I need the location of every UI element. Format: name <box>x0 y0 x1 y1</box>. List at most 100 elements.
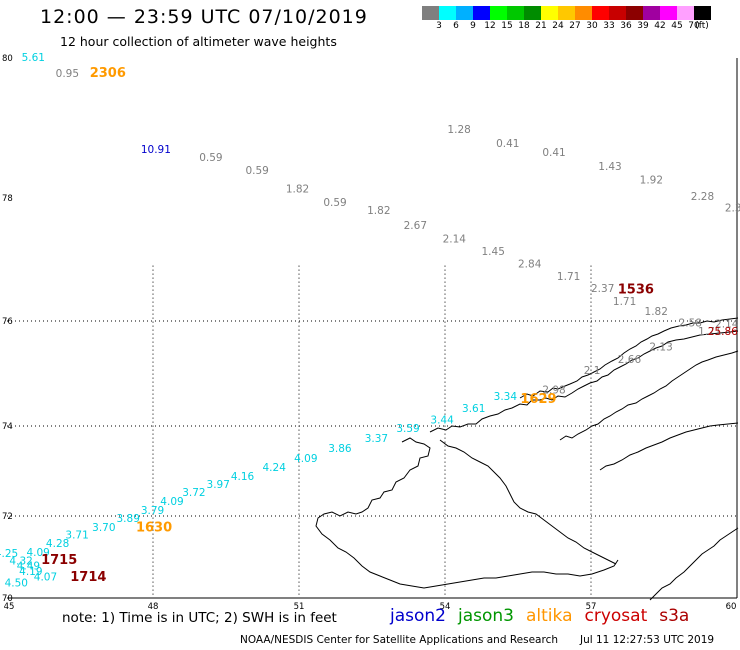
gray-observation-label: 2.13 <box>649 341 672 353</box>
gray-observation-label: 0.59 <box>245 165 268 177</box>
cyan-observation-label: 4.09 <box>26 547 49 559</box>
gray-observation-label: 1.82 <box>286 183 309 195</box>
cyan-observation-label: 3.59 <box>396 423 419 435</box>
cyan-observation-label: 3.71 <box>65 530 88 542</box>
gray-observation-label: 1.71 <box>613 296 636 308</box>
legend-label: 3 <box>436 21 442 31</box>
gray-observation-label: 0.59 <box>323 197 346 209</box>
coastline <box>315 317 739 601</box>
legend-label: (ft) <box>695 21 709 31</box>
novaya-zemlya-south-coast <box>429 330 739 433</box>
cyan-observation-label: 3.97 <box>207 479 230 491</box>
chart-subtitle: 12 hour collection of altimeter wave hei… <box>60 34 337 49</box>
legend-label: 30 <box>586 21 598 31</box>
gray-observation-label: 2.66 <box>618 354 642 366</box>
cyan-observation-label: 4.50 <box>5 578 28 590</box>
lat-tick-label: 76 <box>2 317 13 327</box>
footer-credit: NOAA/NESDIS Center for Satellite Applica… <box>240 634 558 646</box>
cyan-observation-label: 4.25 <box>0 548 18 560</box>
cyan-observation-label: 4.24 <box>263 462 287 474</box>
satellite-jason2-label: jason2 <box>390 606 446 626</box>
blue-observation-label: 10.91 <box>141 144 171 156</box>
cyan-observation-label: 4.19 <box>19 566 42 578</box>
lat-tick-label: 74 <box>2 422 13 432</box>
legend-label: 36 <box>620 21 632 31</box>
cyan-observation-label: 3.34 <box>494 391 518 403</box>
cyan-observation-label: 4.09 <box>160 496 183 508</box>
gray-observation-label: 0.59 <box>199 152 222 164</box>
satellite-jason3-label: jason3 <box>458 606 514 626</box>
lon-tick-label: 45 <box>4 602 15 612</box>
legend-swatch <box>473 6 490 20</box>
legend-swatch <box>609 6 626 20</box>
lat-tick-label: 72 <box>2 512 13 522</box>
satellite-s3a-label: s3a <box>659 606 690 626</box>
gray-observation-label: 0.41 <box>496 138 519 150</box>
darkred-observation-label: 1715 <box>41 553 77 568</box>
darkred-observation-label: 25.86 <box>708 326 738 338</box>
chart-title: 12:00 — 23:59 UTC 07/10/2019 <box>40 6 368 28</box>
legend-label: 39 <box>637 21 649 31</box>
lon-tick-label: 57 <box>586 602 597 612</box>
legend-color-boxes <box>422 6 711 20</box>
legend-swatch <box>524 6 541 20</box>
legend-label: 6 <box>453 21 459 31</box>
southern-island-coast <box>315 437 619 589</box>
footer-timestamp: Jul 11 12:27:53 UTC 2019 <box>580 634 715 646</box>
legend-label: 12 <box>484 21 496 31</box>
orange-observation-label: 1630 <box>136 521 172 536</box>
legend-label: 70 <box>688 21 700 31</box>
gray-observation-label: 2.28 <box>691 191 714 203</box>
legend-swatch <box>643 6 660 20</box>
gray-observation-label: 0.95 <box>56 68 79 80</box>
legend-swatch <box>558 6 575 20</box>
cyan-observation-label: 4.16 <box>231 471 255 483</box>
gray-observation-label: 2.67 <box>404 220 427 232</box>
legend-swatch <box>456 6 473 20</box>
pechora-coast <box>439 439 617 565</box>
gray-observation-label: 2.1 <box>584 365 601 377</box>
cyan-observation-label: 4.32 <box>9 555 32 567</box>
yamal-coast <box>649 527 739 601</box>
lon-tick-label: 54 <box>440 602 451 612</box>
lat-tick-label: 78 <box>2 194 13 204</box>
legend-swatch <box>677 6 694 20</box>
legend-label: 45 <box>671 21 683 31</box>
cyan-observation-label: 4.28 <box>46 538 69 550</box>
lon-tick-label: 48 <box>148 602 159 612</box>
gray-observation-label: 2.14 <box>715 318 739 330</box>
lon-tick-label: 51 <box>294 602 305 612</box>
legend-swatch <box>439 6 456 20</box>
cyan-observation-label: 5.61 <box>22 52 45 64</box>
legend-swatch <box>507 6 524 20</box>
gray-observation-label: 1.82 <box>367 205 390 217</box>
legend-label: 15 <box>501 21 513 31</box>
cyan-observation-label: 3.37 <box>365 433 388 445</box>
cyan-observation-label: 3.86 <box>328 443 352 455</box>
legend-label: 21 <box>535 21 547 31</box>
gray-observation-label: 0.41 <box>542 147 565 159</box>
legend-swatch <box>422 6 439 20</box>
legend-swatch <box>626 6 643 20</box>
legend-label: 24 <box>552 21 564 31</box>
legend-label: 18 <box>518 21 530 31</box>
gray-observation-label: 1.82 <box>645 306 668 318</box>
novaya-zemlya-north-coast <box>519 317 739 399</box>
gray-observation-label: 2.33 <box>725 203 740 215</box>
gray-observation-label: 2.58 <box>679 317 702 329</box>
legend-swatch <box>694 6 711 20</box>
cyan-observation-label: 3.79 <box>141 505 164 517</box>
gray-observation-label: 1.71 <box>698 326 721 338</box>
legend-label: 9 <box>470 21 476 31</box>
gray-observation-label: 2.14 <box>443 233 467 245</box>
graticule <box>7 265 737 598</box>
legend-label: 42 <box>654 21 666 31</box>
cyan-observation-label: 3.70 <box>92 522 115 534</box>
cyan-observation-label: 4.49 <box>17 561 40 573</box>
legend-label: 27 <box>569 21 581 31</box>
gray-observation-label: 1.92 <box>640 174 663 186</box>
legend-swatch <box>541 6 558 20</box>
satellite-legend: jason2 jason3 altika cryosat s3a <box>390 606 701 626</box>
